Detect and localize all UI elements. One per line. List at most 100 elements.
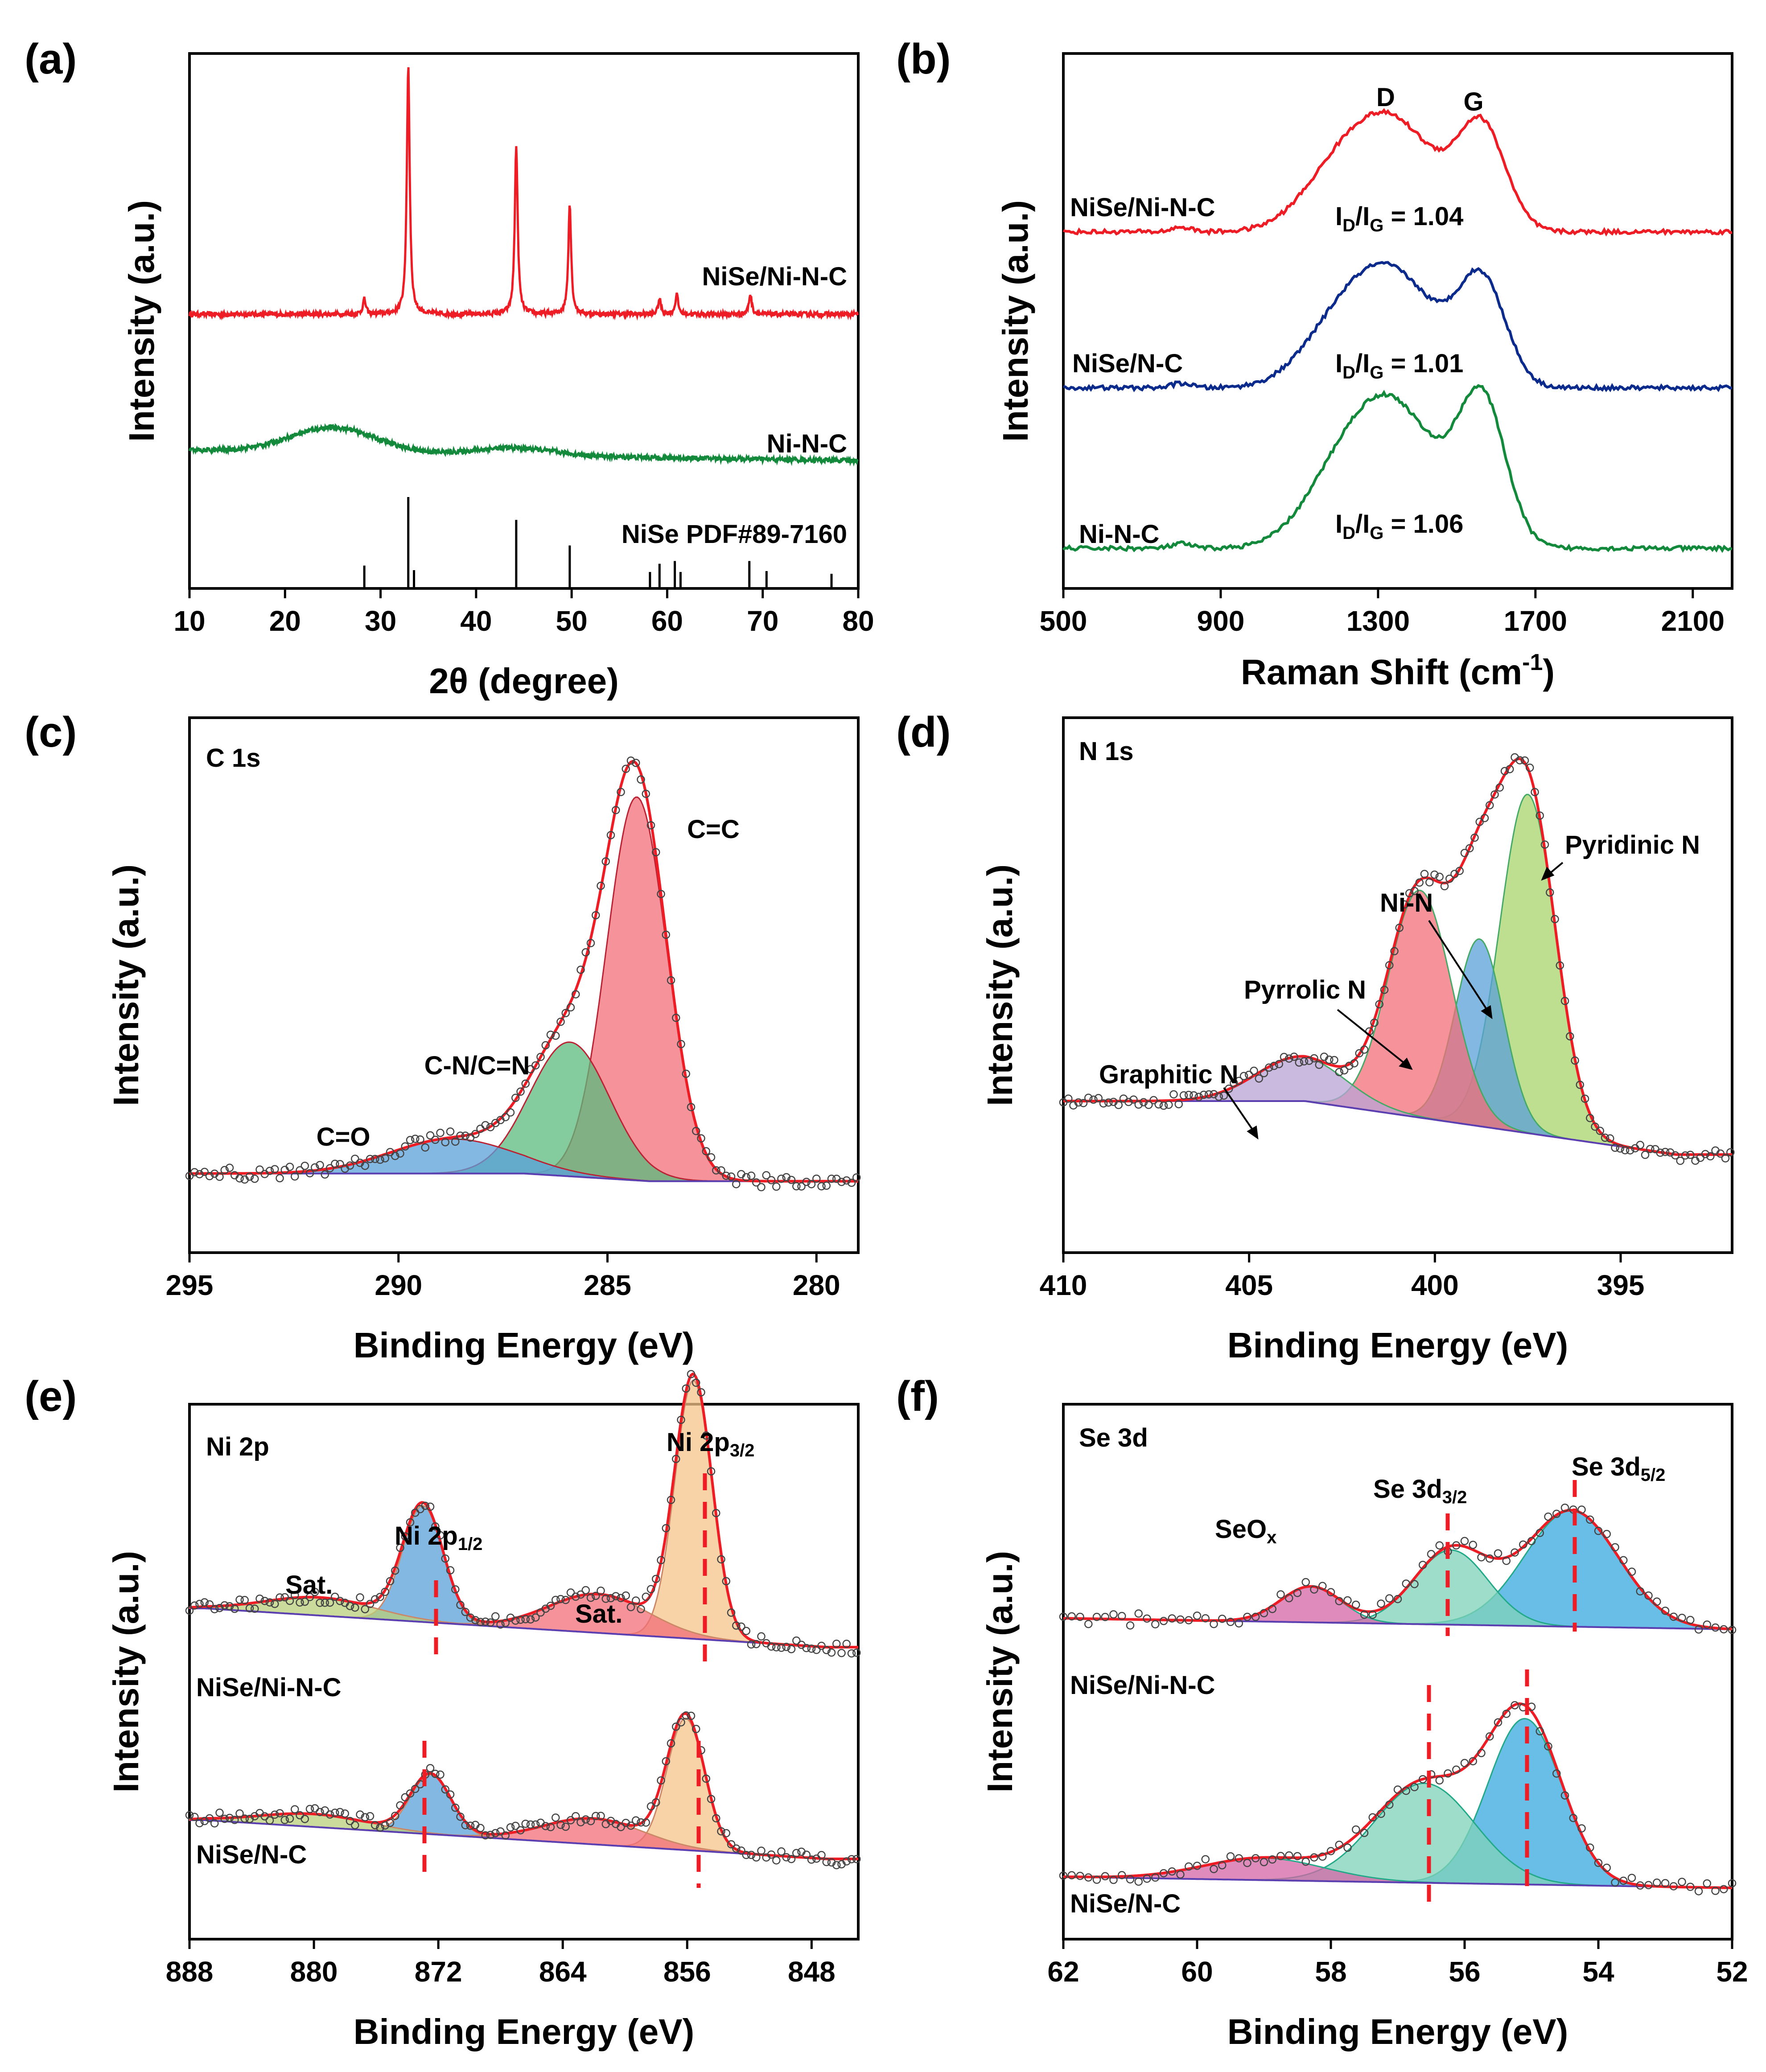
c1s-raw-point bbox=[461, 1131, 469, 1140]
se3d-0-raw-point bbox=[1486, 1554, 1494, 1563]
ni2p-0-raw-point bbox=[285, 1596, 294, 1605]
c1s-raw-point bbox=[561, 1009, 570, 1017]
c1s-raw-point bbox=[682, 1069, 690, 1078]
ni2p-0-raw-point bbox=[311, 1587, 319, 1596]
label-sat-1: Sat. bbox=[285, 1570, 333, 1599]
ni2p-0-raw-point bbox=[325, 1598, 334, 1607]
c1s-raw-point bbox=[617, 788, 625, 796]
c1s-raw-point bbox=[606, 831, 615, 839]
n1s-raw-point bbox=[1124, 1098, 1133, 1106]
ni2p-0-raw-point bbox=[331, 1592, 339, 1601]
comp-label-graphitic: Graphitic N bbox=[1099, 1060, 1239, 1089]
ni2p-0-raw-point bbox=[235, 1595, 244, 1604]
ni2p-1-raw-point bbox=[556, 1821, 565, 1829]
b-tick-label-900: 900 bbox=[1197, 605, 1245, 637]
n1s-raw-point bbox=[1144, 1101, 1153, 1109]
c1s-raw-point bbox=[436, 1129, 445, 1137]
se3d-0-raw-point bbox=[1151, 1620, 1160, 1628]
ni2p-0-raw-point bbox=[210, 1605, 219, 1613]
ni2p-0-raw-point bbox=[336, 1597, 344, 1605]
se3d-0-raw-point bbox=[1310, 1585, 1318, 1594]
ni2p-0-raw-point bbox=[732, 1621, 741, 1630]
ni2p-1-raw-point bbox=[260, 1812, 269, 1821]
ni2p-0-raw-point bbox=[251, 1604, 259, 1613]
se3d-1-raw-point bbox=[1168, 1867, 1176, 1876]
ni2p-1-raw-point bbox=[466, 1821, 475, 1830]
e-tick-label-888: 888 bbox=[166, 1956, 214, 1988]
c1s-raw-point bbox=[546, 1030, 555, 1039]
e-tick-label-864: 864 bbox=[539, 1956, 587, 1988]
series-label-e-1: NiSe/Ni-N-C bbox=[196, 1673, 341, 1702]
ni2p-0-raw-point bbox=[606, 1594, 615, 1603]
c1s-raw-point bbox=[456, 1131, 465, 1140]
arrowhead-pyridinic bbox=[1541, 867, 1555, 881]
ni2p-0-raw-point bbox=[421, 1501, 429, 1510]
ni2p-0-raw-point bbox=[401, 1532, 409, 1541]
se3d-0-raw-point bbox=[1318, 1582, 1327, 1591]
se3d-0-raw-point bbox=[1193, 1612, 1202, 1620]
n1s-raw-point bbox=[1571, 1056, 1579, 1065]
d-tick-label-400: 400 bbox=[1411, 1269, 1459, 1301]
ni2p-1-raw-point bbox=[481, 1831, 490, 1840]
ni2p-0-raw-point bbox=[832, 1640, 841, 1648]
n1s-raw-point bbox=[1099, 1099, 1108, 1108]
panel-f: (f) Se 3d SeOx Se 3d3/2 Se 3d5/2 NiSe/Ni… bbox=[896, 1373, 1748, 2051]
c1s-raw-point bbox=[842, 1176, 851, 1185]
ni2p-1-raw-point bbox=[617, 1823, 625, 1831]
se3d-0-raw-point bbox=[1143, 1614, 1151, 1623]
se3d-1-raw-point bbox=[1602, 1863, 1611, 1872]
n1s-raw-point bbox=[1420, 870, 1429, 878]
n1s-raw-point bbox=[1235, 1077, 1243, 1085]
ni2p-0-raw-point bbox=[356, 1593, 364, 1602]
c1s-raw-point bbox=[672, 1013, 680, 1022]
se3d-1-raw-point bbox=[1594, 1858, 1603, 1867]
c1s-raw-point bbox=[646, 821, 655, 830]
ni2p-1-raw-point bbox=[276, 1809, 284, 1817]
se3d-1-raw-point bbox=[1059, 1871, 1068, 1880]
f-tick-label-58: 58 bbox=[1315, 1956, 1346, 1988]
ni2p-0-raw-point bbox=[265, 1598, 274, 1607]
c1s-raw-point bbox=[401, 1142, 409, 1151]
ni2p-0-raw-point bbox=[767, 1642, 776, 1651]
ni2p-0-raw-point bbox=[747, 1640, 756, 1649]
d-tick-label-410: 410 bbox=[1040, 1269, 1087, 1301]
ni2p-0-raw-point bbox=[366, 1599, 375, 1608]
ni2p-1-raw-point bbox=[351, 1821, 359, 1829]
ni2p-1-raw-point bbox=[280, 1816, 289, 1824]
c1s-raw-point bbox=[285, 1163, 294, 1171]
n1s-raw-point bbox=[1350, 1059, 1358, 1068]
c1s-raw-point bbox=[622, 765, 630, 773]
n1s-raw-point bbox=[1706, 1152, 1715, 1161]
ni2p-1-raw-point bbox=[832, 1861, 841, 1870]
ni2p-1-raw-point bbox=[456, 1813, 465, 1821]
reference-label: NiSe PDF#89-7160 bbox=[622, 520, 847, 549]
n1s-raw-point bbox=[1250, 1066, 1258, 1075]
n1s-raw-point bbox=[1290, 1052, 1298, 1061]
se3d-1-raw-point bbox=[1318, 1852, 1327, 1861]
b-tick-label-1300: 1300 bbox=[1346, 605, 1410, 637]
c1s-raw-point bbox=[792, 1182, 801, 1191]
ni2p-0-raw-point bbox=[276, 1593, 284, 1602]
n1s-raw-point bbox=[1480, 814, 1489, 822]
n1s-raw-point bbox=[1430, 870, 1439, 879]
se3d-1-raw-point bbox=[1151, 1873, 1160, 1882]
se3d-0-raw-point bbox=[1109, 1610, 1118, 1619]
se3d-1-raw-point bbox=[1720, 1885, 1728, 1894]
n1s-raw-point bbox=[1275, 1060, 1283, 1069]
label-se3d52: Se 3d5/2 bbox=[1572, 1452, 1665, 1485]
ni2p-1-raw-point bbox=[712, 1814, 720, 1823]
n1s-raw-point bbox=[1325, 1055, 1334, 1064]
se3d-1-raw-point bbox=[1326, 1847, 1335, 1855]
se3d-0-raw-point bbox=[1560, 1503, 1569, 1512]
panel-b: (b) D G NiSe/Ni-N-C NiSe/N-C Ni-N-C ID/I… bbox=[896, 35, 1733, 692]
panel-label-e: (e) bbox=[25, 1373, 77, 1420]
se3d-0-raw-point bbox=[1427, 1550, 1436, 1558]
se3d-1-raw-point bbox=[1535, 1727, 1544, 1735]
se3d-1-raw-point bbox=[1694, 1887, 1703, 1895]
n1s-raw-point bbox=[1440, 882, 1449, 891]
ni2p-0-raw-point bbox=[822, 1646, 831, 1654]
n1s-raw-point bbox=[1230, 1079, 1238, 1087]
c1s-raw-point bbox=[416, 1135, 424, 1144]
a-tick-label-30: 30 bbox=[365, 605, 396, 637]
se3d-0-raw-point bbox=[1201, 1614, 1210, 1623]
